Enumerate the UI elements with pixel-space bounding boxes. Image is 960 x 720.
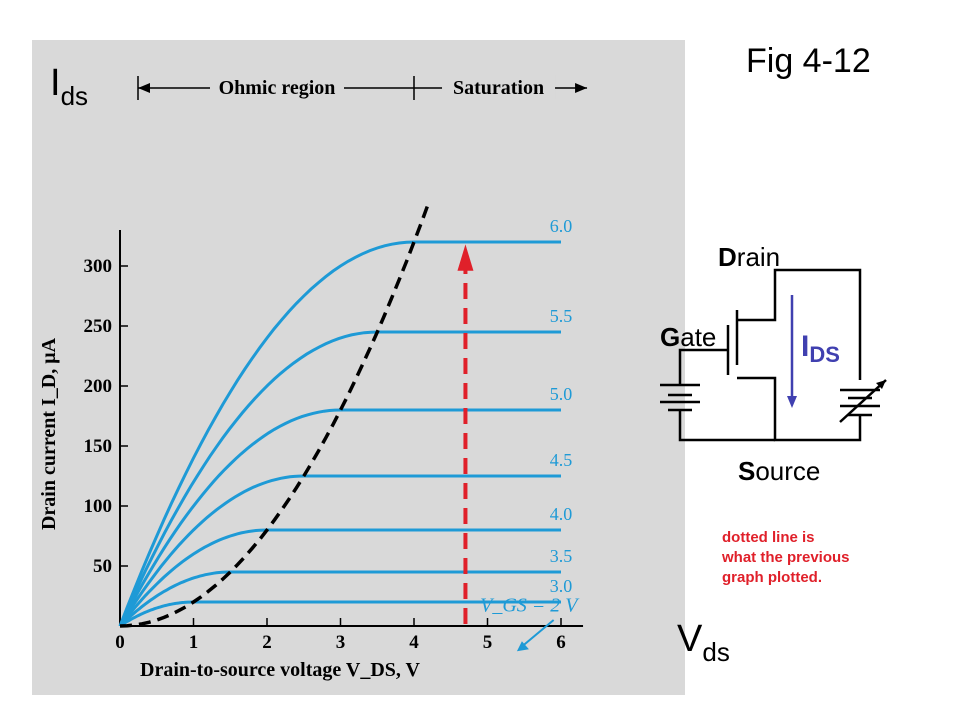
- source-wire: [737, 376, 862, 442]
- variable-arrow-line: [839, 379, 887, 423]
- chart-svg: 0 1 2 3 4 5 6 50 100 150 200 250 300 Drain-to-source …: [38, 75, 588, 681]
- vds-main-letter: V: [677, 618, 703, 660]
- region-label-0: Ohmic region: [219, 77, 336, 99]
- vgs-curve-label-6.0: 6.0: [550, 216, 573, 236]
- vgs-curve-label-3.0: 3.0: [550, 576, 573, 596]
- vgs-curve-label-5.5: 5.5: [550, 306, 573, 326]
- drain-label: Drain: [718, 242, 780, 273]
- region-label-bg-1: [442, 75, 556, 99]
- gate-label: Gate: [660, 322, 716, 353]
- annotation-pointer-head: [516, 641, 529, 652]
- note-line-3: graph plotted.: [722, 569, 822, 586]
- saturation-boundary-curve: [119, 201, 431, 628]
- region-label-bg-0: [210, 75, 344, 99]
- y-tick-label-200: 200: [84, 376, 113, 397]
- ids-current-sub: DS: [809, 342, 840, 367]
- ids-current-label: IDS: [801, 330, 840, 368]
- gate-rest: ate: [680, 322, 717, 352]
- vgs-curve-label-4.0: 4.0: [550, 504, 573, 524]
- vds-subscript: ds: [702, 637, 730, 667]
- ids-subscript: ds: [60, 81, 89, 111]
- y-tick-label-150: 150: [84, 436, 113, 457]
- ids-current-main: I: [801, 330, 810, 363]
- vertical-marker-arrowhead: [457, 244, 474, 271]
- chart-panel: 0 1 2 3 4 5 6 50 100 150 200 250 300 Drain-to-source …: [32, 40, 685, 695]
- x-tick-label-4: 4: [409, 632, 419, 653]
- x-tick-label-2: 2: [262, 632, 272, 653]
- x-tick-label-5: 5: [483, 632, 493, 653]
- drain-wire: [737, 268, 862, 380]
- drain-initial: D: [718, 242, 737, 272]
- gate-wire: [678, 348, 728, 385]
- y-tick-label-300: 300: [84, 256, 113, 277]
- source-rest: ource: [755, 456, 821, 486]
- dotted-line-note: dotted line is what the previous graph p…: [722, 528, 922, 588]
- annotation-pointer-line: [519, 619, 555, 649]
- vgs-curve-6.0: [118, 240, 561, 627]
- vgs-curve-3.0: [119, 600, 561, 628]
- region-arrow-right-head: [575, 83, 588, 93]
- gate-initial: G: [660, 322, 681, 352]
- y-tick-label-100: 100: [84, 496, 113, 517]
- y-axis-title: Drain current I_D, μA: [38, 337, 60, 530]
- vgs-curve-label-5.0: 5.0: [550, 384, 573, 404]
- variable-arrow-head: [876, 380, 886, 389]
- vgs-curve-3.5: [118, 570, 561, 628]
- figure-title: Fig 4-12: [746, 42, 871, 80]
- vds-axis-label: Vds: [677, 618, 730, 668]
- x-tick-label-3: 3: [336, 632, 346, 653]
- mosfet-circuit: [660, 268, 887, 442]
- current-arrow-head: [787, 396, 797, 408]
- gate-return-wire: [678, 410, 775, 442]
- vgs-curve-5.0: [118, 408, 561, 627]
- x-tick-label-6: 6: [556, 632, 566, 653]
- vgs-curve-5.5: [118, 330, 561, 627]
- vgs-annotation: V_GS = 2 V: [480, 595, 580, 617]
- note-line-1: dotted line is: [722, 529, 815, 546]
- source-initial: S: [738, 456, 756, 486]
- vgs-curve-4.5: [118, 474, 561, 627]
- vgs-curve-4.0: [118, 528, 561, 627]
- y-tick-label-250: 250: [84, 316, 113, 337]
- drain-rest: rain: [736, 242, 781, 272]
- x-tick-label-1: 1: [189, 632, 199, 653]
- note-line-2: what the previous: [722, 549, 850, 566]
- region-label-1: Saturation: [453, 77, 544, 99]
- y-tick-label-50: 50: [93, 556, 112, 577]
- ids-axis-label: Ids: [50, 62, 88, 112]
- vgs-curve-label-4.5: 4.5: [550, 450, 573, 470]
- source-label: Source: [738, 456, 820, 487]
- ids-main-letter: I: [50, 62, 61, 104]
- x-tick-label-0: 0: [115, 632, 125, 653]
- vgs-curve-label-3.5: 3.5: [550, 546, 573, 566]
- region-arrow-left-head: [138, 83, 150, 93]
- x-axis-title: Drain-to-source voltage V_DS, V: [140, 659, 421, 681]
